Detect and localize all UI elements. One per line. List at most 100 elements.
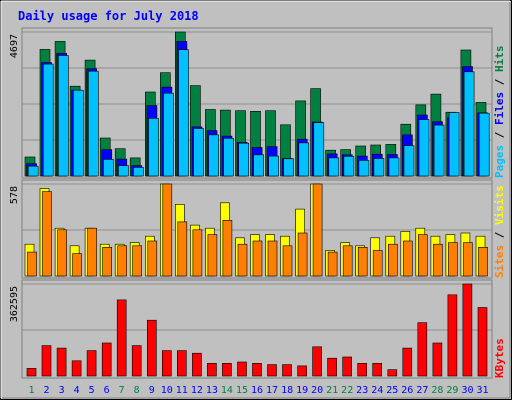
bar-sites-day-12 <box>192 229 203 277</box>
bar-kbytes-day-19 <box>297 365 307 377</box>
bar-pages-day-31 <box>478 112 490 177</box>
bar-pages-day-6 <box>103 159 114 177</box>
bar-sites-day-7 <box>117 245 127 277</box>
panel-legend-top: Pages / Files / Hits <box>493 46 506 179</box>
bar-pages-day-21 <box>328 157 340 177</box>
bar-kbytes-day-29 <box>447 294 458 377</box>
bar-sites-day-25 <box>387 243 398 277</box>
bar-pages-day-28 <box>433 124 445 177</box>
panel-max-label: 362595 <box>9 286 20 322</box>
bar-kbytes-day-2 <box>41 345 52 377</box>
legend-visits: Visits <box>493 185 506 225</box>
bar-sites-day-20 <box>312 183 323 277</box>
bar-kbytes-day-3 <box>56 347 67 377</box>
bar-pages-day-22 <box>343 156 355 177</box>
bar-kbytes-day-31 <box>477 307 488 377</box>
bar-sites-day-10 <box>162 183 173 277</box>
day-label-18: 18 <box>281 385 293 396</box>
bar-sites-day-6 <box>102 247 112 277</box>
day-label-4: 4 <box>74 385 80 396</box>
bar-pages-day-7 <box>118 165 129 177</box>
panel-max-label: 578 <box>9 186 20 204</box>
bar-pages-day-24 <box>373 158 385 177</box>
panel-middle: 578 Sites / Visits <box>9 179 506 279</box>
day-label-25: 25 <box>386 385 398 396</box>
bar-pages-day-11 <box>178 49 189 177</box>
bar-sites-day-13 <box>207 234 218 277</box>
bar-sites-day-30 <box>463 242 473 277</box>
day-label-3: 3 <box>59 385 65 396</box>
legend-sites: Sites <box>493 245 506 278</box>
bar-pages-day-29 <box>448 112 460 177</box>
bar-sites-day-19 <box>297 232 308 277</box>
bar-kbytes-day-16 <box>252 362 262 377</box>
day-label-10: 10 <box>161 385 173 396</box>
chart-title: Daily usage for July 2018 <box>18 9 199 23</box>
bar-kbytes-day-5 <box>86 350 97 377</box>
day-label-24: 24 <box>371 385 383 396</box>
legend-files: Files <box>493 92 506 125</box>
bar-pages-day-19 <box>298 142 310 177</box>
bar-sites-day-15 <box>237 243 248 277</box>
chart-panels: 4697 Pages / Files / Hits 578 Sites / Visit… <box>9 27 506 379</box>
bar-kbytes-day-27 <box>417 322 428 377</box>
bar-kbytes-day-12 <box>192 352 202 377</box>
bar-sites-day-1 <box>27 251 37 277</box>
bar-kbytes-day-23 <box>357 362 368 377</box>
bar-sites-day-14 <box>222 220 233 277</box>
bar-pages-day-25 <box>388 157 400 177</box>
panel-bottom: 362595 KBytes <box>9 279 506 379</box>
bar-sites-day-31 <box>478 247 488 277</box>
bar-kbytes-day-13 <box>207 362 217 377</box>
bar-sites-day-27 <box>417 234 428 277</box>
bar-pages-day-1 <box>27 165 39 177</box>
day-label-2: 2 <box>43 385 49 396</box>
bar-kbytes-day-26 <box>402 347 413 377</box>
bar-pages-day-3 <box>57 55 69 177</box>
legend-kbytes: KBytes <box>493 338 506 378</box>
bar-pages-day-5 <box>88 70 99 177</box>
bar-pages-day-30 <box>463 71 475 177</box>
day-label-23: 23 <box>356 385 368 396</box>
bar-kbytes-day-24 <box>372 362 383 377</box>
bar-kbytes-day-14 <box>222 362 232 377</box>
day-label-17: 17 <box>266 385 278 396</box>
day-label-5: 5 <box>89 385 95 396</box>
day-label-28: 28 <box>431 385 443 396</box>
day-label-21: 21 <box>326 385 338 396</box>
day-label-7: 7 <box>119 385 125 396</box>
legend-pages: Pages <box>493 145 506 178</box>
bar-pages-day-13 <box>208 134 219 177</box>
bar-pages-day-18 <box>283 158 295 177</box>
bar-kbytes-day-8 <box>131 345 142 377</box>
bar-kbytes-day-11 <box>177 350 187 377</box>
legend-separator: / <box>493 72 506 92</box>
day-label-16: 16 <box>251 385 263 396</box>
day-label-27: 27 <box>416 385 428 396</box>
bar-kbytes-day-1 <box>26 368 37 377</box>
bar-pages-day-10 <box>163 92 174 177</box>
day-label-14: 14 <box>221 385 233 396</box>
bar-kbytes-day-6 <box>101 342 112 377</box>
legend-hits: Hits <box>493 46 506 73</box>
day-label-11: 11 <box>176 385 188 396</box>
bar-kbytes-day-15 <box>237 361 247 377</box>
legend-separator: / <box>493 125 506 145</box>
bar-sites-day-23 <box>357 247 368 277</box>
bar-sites-day-3 <box>57 229 67 277</box>
day-label-31: 31 <box>476 385 488 396</box>
day-label-22: 22 <box>341 385 353 396</box>
bar-pages-day-26 <box>403 145 415 177</box>
bar-kbytes-day-17 <box>267 364 277 377</box>
bar-sites-day-21 <box>327 251 338 277</box>
day-label-15: 15 <box>236 385 248 396</box>
bar-sites-day-11 <box>177 221 188 277</box>
bar-sites-day-24 <box>372 250 383 277</box>
legend-separator: / <box>493 225 506 245</box>
panel-border <box>21 179 493 279</box>
day-label-26: 26 <box>401 385 413 396</box>
day-label-19: 19 <box>296 385 308 396</box>
bar-kbytes-day-21 <box>327 357 337 377</box>
bar-pages-day-15 <box>238 142 249 177</box>
